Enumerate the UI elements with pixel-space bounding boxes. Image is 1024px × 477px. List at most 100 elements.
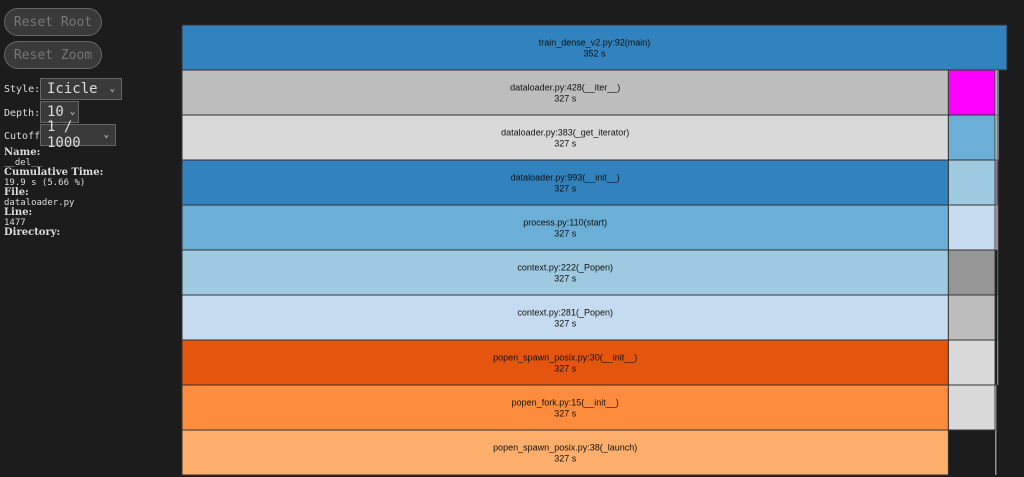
depth-label: Depth: xyxy=(4,108,41,119)
node-label: popen_spawn_posix.py:38(_launch) xyxy=(493,443,637,453)
node-rect[interactable] xyxy=(947,114,996,161)
style-label: Style: xyxy=(4,84,41,95)
line-label: Line: xyxy=(4,207,33,218)
node-time: 327 s xyxy=(554,94,577,104)
node-label: dataloader.py:383(_get_iterator) xyxy=(501,128,629,138)
depth-value: 10 xyxy=(47,104,64,120)
node-rect[interactable] xyxy=(997,339,999,386)
node-rect[interactable] xyxy=(181,249,949,296)
info-panel: Name: __del__ Cumulative Time: 19.9 s (5… xyxy=(4,148,103,238)
node-time: 327 s xyxy=(554,274,577,284)
icicle-node[interactable] xyxy=(947,339,996,386)
style-select[interactable]: Icicle ⌄ xyxy=(40,78,122,100)
icicle-node[interactable]: context.py:281(_Popen)327 s xyxy=(181,294,949,341)
cutoff-value: 1 / 1000 xyxy=(47,119,81,151)
depth-select[interactable]: 10 ⌄ xyxy=(40,101,79,123)
chevron-down-icon: ⌄ xyxy=(109,84,115,94)
icicle-node[interactable] xyxy=(947,159,996,206)
node-rect[interactable] xyxy=(997,114,999,161)
node-rect[interactable] xyxy=(181,24,1008,71)
icicle-node[interactable]: popen_fork.py:15(__init__)327 s xyxy=(181,384,949,431)
node-rect[interactable] xyxy=(997,249,999,296)
cumtime-label: Cumulative Time: xyxy=(4,167,104,178)
node-label: popen_spawn_posix.py:30(__init__) xyxy=(493,353,637,363)
icicle-node[interactable] xyxy=(995,429,997,476)
node-rect[interactable] xyxy=(181,384,949,431)
node-label: train_dense_v2.py:92(main) xyxy=(539,38,651,48)
icicle-node[interactable] xyxy=(997,339,999,386)
node-label: context.py:281(_Popen) xyxy=(517,308,613,318)
node-rect[interactable] xyxy=(947,69,996,116)
node-rect[interactable] xyxy=(997,159,999,206)
icicle-node[interactable] xyxy=(997,114,999,161)
icicle-node[interactable] xyxy=(947,294,996,341)
icicle-node[interactable] xyxy=(995,69,998,116)
reset-zoom-button[interactable]: Reset Zoom xyxy=(4,41,102,69)
node-time: 327 s xyxy=(554,184,577,194)
node-rect[interactable] xyxy=(181,114,949,161)
node-rect[interactable] xyxy=(997,69,999,116)
node-rect[interactable] xyxy=(995,114,998,161)
line-value: 1477 xyxy=(4,218,26,228)
node-time: 327 s xyxy=(554,364,577,374)
node-rect[interactable] xyxy=(947,339,996,386)
icicle-node[interactable]: popen_spawn_posix.py:38(_launch)327 s xyxy=(181,429,949,476)
icicle-node[interactable] xyxy=(947,249,996,296)
node-rect[interactable] xyxy=(995,204,998,251)
icicle-node[interactable]: popen_spawn_posix.py:30(__init__)327 s xyxy=(181,339,949,386)
icicle-node[interactable]: context.py:222(_Popen)327 s xyxy=(181,249,949,296)
name-label: Name: xyxy=(4,147,41,158)
node-rect[interactable] xyxy=(181,69,949,116)
icicle-node[interactable] xyxy=(997,69,999,116)
node-time: 327 s xyxy=(554,139,577,149)
node-rect[interactable] xyxy=(947,204,996,251)
node-rect[interactable] xyxy=(947,384,996,431)
node-rect[interactable] xyxy=(995,384,997,431)
icicle-node[interactable]: dataloader.py:383(_get_iterator)327 s xyxy=(181,114,949,161)
node-time: 327 s xyxy=(554,229,577,239)
cutoff-select[interactable]: 1 / 1000 ⌄ xyxy=(40,119,116,151)
node-label: context.py:222(_Popen) xyxy=(517,263,613,273)
node-rect[interactable] xyxy=(997,294,999,341)
node-label: process.py:110(start) xyxy=(523,218,607,228)
icicle-node[interactable]: dataloader.py:428(__iter__)327 s xyxy=(181,69,949,116)
node-rect[interactable] xyxy=(995,159,998,206)
node-label: popen_fork.py:15(__init__) xyxy=(512,398,619,408)
node-time: 327 s xyxy=(554,319,577,329)
chevron-down-icon: ⌄ xyxy=(69,107,76,117)
node-rect[interactable] xyxy=(181,159,949,206)
icicle-node[interactable]: process.py:110(start)327 s xyxy=(181,204,949,251)
node-rect[interactable] xyxy=(995,69,998,116)
node-time: 352 s xyxy=(583,49,606,59)
icicle-node[interactable] xyxy=(997,159,999,206)
node-rect[interactable] xyxy=(997,204,999,251)
icicle-node[interactable] xyxy=(995,114,998,161)
icicle-node[interactable]: dataloader.py:993(__init__)327 s xyxy=(181,159,949,206)
icicle-node[interactable] xyxy=(947,114,996,161)
node-rect[interactable] xyxy=(181,429,949,476)
icicle-node[interactable] xyxy=(997,204,999,251)
node-time: 327 s xyxy=(554,409,577,419)
node-rect[interactable] xyxy=(181,294,949,341)
node-rect[interactable] xyxy=(181,204,949,251)
node-label: dataloader.py:428(__iter__) xyxy=(510,83,620,93)
icicle-node[interactable]: train_dense_v2.py:92(main)352 s xyxy=(181,24,1008,71)
icicle-node[interactable] xyxy=(947,69,996,116)
icicle-node[interactable] xyxy=(997,249,999,296)
directory-label: Directory: xyxy=(4,227,61,238)
style-value: Icicle xyxy=(47,81,98,97)
icicle-node[interactable] xyxy=(997,294,999,341)
icicle-node[interactable] xyxy=(995,159,998,206)
node-rect[interactable] xyxy=(947,159,996,206)
node-rect[interactable] xyxy=(181,339,949,386)
node-rect[interactable] xyxy=(947,294,996,341)
icicle-node[interactable] xyxy=(947,384,996,431)
node-rect[interactable] xyxy=(995,429,997,476)
node-rect[interactable] xyxy=(947,249,996,296)
icicle-node[interactable] xyxy=(947,204,996,251)
chevron-down-icon: ⌄ xyxy=(103,130,109,140)
icicle-node[interactable] xyxy=(995,384,997,431)
reset-root-button[interactable]: Reset Root xyxy=(4,8,102,36)
icicle-node[interactable] xyxy=(995,204,998,251)
